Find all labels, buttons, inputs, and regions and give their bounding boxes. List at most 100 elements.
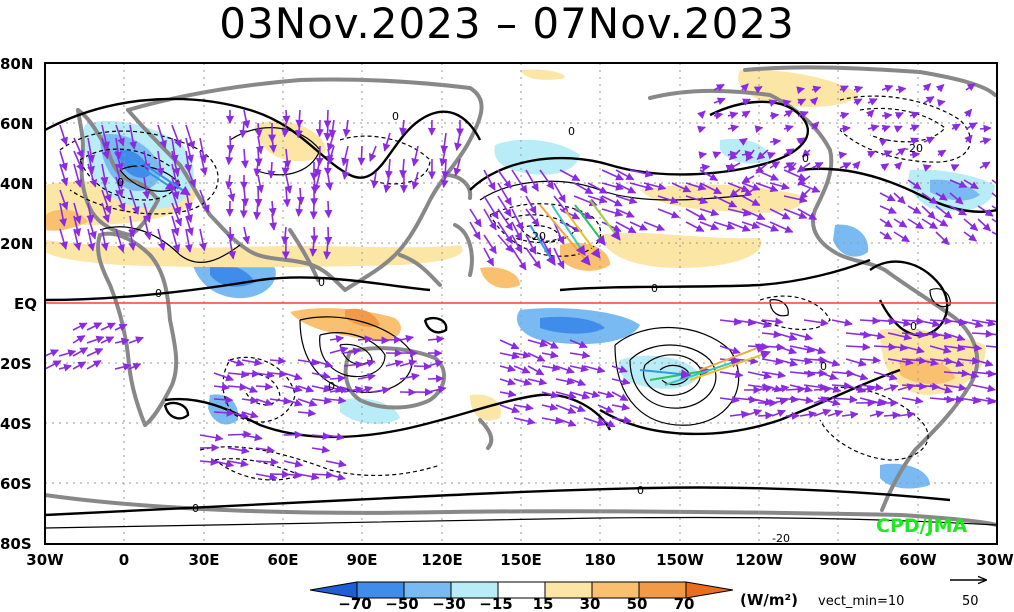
flux-vector bbox=[909, 111, 920, 119]
lat-label: 40N bbox=[0, 175, 33, 193]
flux-vector bbox=[915, 358, 939, 367]
flux-vector bbox=[128, 228, 137, 251]
flux-vector bbox=[59, 163, 69, 187]
flux-vector bbox=[845, 330, 872, 339]
flux-vector bbox=[629, 221, 648, 231]
flux-vector bbox=[859, 331, 886, 340]
flux-vector bbox=[73, 150, 84, 172]
colorbar-tick: 50 bbox=[627, 595, 648, 612]
flux-vector bbox=[935, 218, 949, 227]
flux-vector bbox=[853, 98, 863, 106]
lon-label: 90W bbox=[819, 551, 857, 569]
flux-vector bbox=[985, 371, 997, 375]
flux-vector bbox=[283, 384, 303, 393]
flux-vector bbox=[213, 383, 230, 391]
flux-vector bbox=[87, 228, 96, 252]
flux-vector bbox=[831, 318, 853, 327]
flux-vector bbox=[713, 83, 725, 92]
flux-vector bbox=[254, 122, 263, 138]
flux-vector bbox=[697, 110, 706, 119]
flux-vector bbox=[685, 208, 707, 221]
flux-vector bbox=[957, 319, 984, 329]
flux-vector bbox=[569, 391, 591, 400]
flux-vector bbox=[991, 179, 997, 185]
contour-label: 0 bbox=[318, 276, 325, 289]
flux-vector bbox=[741, 98, 751, 106]
flux-vector bbox=[935, 192, 948, 201]
flux-vector bbox=[971, 396, 996, 405]
flux-vector bbox=[869, 410, 885, 419]
flux-vector bbox=[129, 189, 140, 215]
flux-vector bbox=[553, 182, 566, 204]
flux-vector bbox=[100, 228, 109, 252]
contour-label: 0 bbox=[910, 320, 917, 333]
flux-vector bbox=[601, 221, 622, 232]
flux-vector bbox=[883, 384, 899, 392]
flux-vector bbox=[497, 234, 514, 253]
flux-vector bbox=[483, 195, 499, 220]
flux-vector bbox=[527, 352, 546, 362]
flux-vector bbox=[761, 330, 782, 339]
flux-vector bbox=[399, 158, 408, 179]
contour-label: -20 bbox=[528, 230, 546, 243]
flux-vector bbox=[171, 215, 180, 237]
flux-vector bbox=[325, 473, 346, 481]
flux-vector bbox=[411, 171, 420, 190]
flux-vector bbox=[965, 122, 978, 130]
lat-label: 80N bbox=[0, 55, 33, 73]
flux-vector bbox=[328, 119, 337, 138]
flux-vector bbox=[268, 200, 277, 217]
flux-vector bbox=[453, 158, 462, 177]
flux-vector bbox=[499, 339, 520, 350]
flux-vector bbox=[615, 195, 638, 205]
flux-vector bbox=[283, 372, 303, 381]
flux-vector bbox=[741, 195, 761, 207]
flux-vector bbox=[943, 332, 966, 342]
lon-label: 30W bbox=[976, 551, 1014, 569]
flux-vector bbox=[699, 182, 723, 195]
flux-vector bbox=[357, 359, 376, 368]
flux-vector bbox=[497, 195, 512, 218]
flux-vector bbox=[325, 432, 345, 441]
flux-vector bbox=[469, 221, 481, 241]
flux-vector bbox=[128, 215, 137, 238]
flux-vector bbox=[525, 247, 542, 269]
flux-vector bbox=[185, 137, 194, 164]
flux-vector bbox=[713, 195, 738, 208]
flux-vector bbox=[357, 373, 376, 381]
flux-vector bbox=[329, 335, 345, 343]
flux-vector bbox=[357, 385, 373, 394]
flux-vector bbox=[58, 349, 77, 358]
flux-vector bbox=[525, 208, 540, 227]
latitude-labels: 80N 60N 40N 20N EQ 20S 40S 60S 80S bbox=[0, 55, 37, 553]
flux-vector bbox=[513, 350, 532, 359]
flux-vector bbox=[929, 395, 955, 404]
flux-vector bbox=[283, 398, 303, 407]
flux-vector bbox=[769, 221, 794, 233]
flux-vector bbox=[883, 411, 901, 420]
flux-vector bbox=[171, 163, 181, 190]
flux-vector bbox=[817, 358, 841, 367]
flux-vector bbox=[171, 228, 181, 253]
flux-vector bbox=[907, 205, 922, 215]
flux-vector bbox=[115, 176, 124, 198]
flux-vector bbox=[383, 171, 392, 194]
flux-vector bbox=[555, 404, 577, 414]
flux-vector bbox=[671, 182, 692, 193]
flux-vector bbox=[225, 148, 234, 166]
lat-label: 60N bbox=[0, 115, 33, 133]
colorbar-ticks: −70 −50 −30 −15 15 30 50 70 bbox=[338, 595, 694, 612]
flux-vector bbox=[738, 137, 748, 146]
flux-vector bbox=[597, 404, 614, 413]
flux-vector bbox=[629, 182, 654, 192]
flux-vector bbox=[427, 359, 444, 368]
flux-vector bbox=[539, 234, 552, 257]
flux-vector bbox=[541, 363, 561, 372]
flux-vector bbox=[801, 149, 811, 158]
flux-vector bbox=[601, 182, 624, 191]
flux-vector bbox=[799, 188, 811, 200]
flux-vector bbox=[699, 169, 719, 181]
contour-label: -20 bbox=[772, 532, 790, 545]
flux-vector bbox=[59, 202, 67, 227]
